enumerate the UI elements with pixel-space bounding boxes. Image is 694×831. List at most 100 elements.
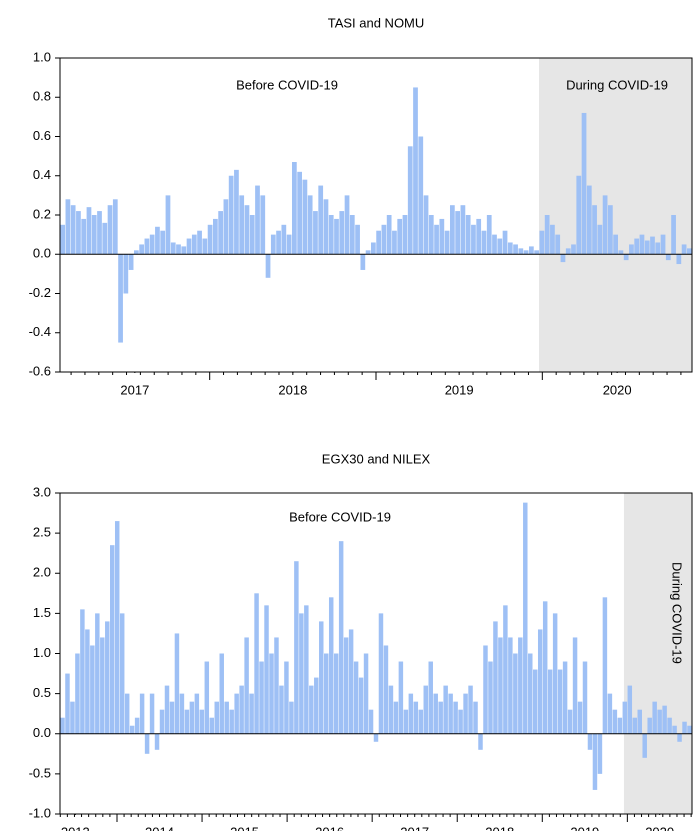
bar <box>270 234 276 255</box>
bar <box>677 733 682 742</box>
bar <box>473 701 478 734</box>
bar <box>488 661 493 734</box>
bar <box>657 709 662 734</box>
bar <box>376 230 382 255</box>
bar <box>264 605 269 734</box>
bar <box>224 701 229 734</box>
bar <box>128 254 134 270</box>
y-tick-label: -1.0 <box>29 805 51 820</box>
bar <box>229 709 234 734</box>
covid-shade <box>623 493 692 814</box>
bar <box>476 218 482 255</box>
bar <box>613 234 619 255</box>
bar <box>507 242 513 255</box>
bar <box>65 673 70 734</box>
bar <box>80 609 85 734</box>
y-tick-label: 1.5 <box>33 605 51 620</box>
bar <box>518 637 523 734</box>
bar <box>662 705 667 734</box>
y-tick-label: 0.2 <box>33 206 51 221</box>
bar <box>378 613 384 734</box>
bar <box>134 717 140 734</box>
bar <box>333 653 339 734</box>
annotation: During COVID-19 <box>670 562 685 664</box>
bar <box>413 87 418 255</box>
bar <box>622 701 628 734</box>
bar <box>381 224 387 255</box>
bar <box>129 725 135 734</box>
bar <box>438 701 443 734</box>
bar <box>119 613 125 734</box>
bar <box>304 605 309 734</box>
bar <box>174 633 180 734</box>
bar <box>323 653 329 734</box>
bar <box>223 199 229 255</box>
bar <box>368 709 374 734</box>
bar <box>497 238 503 255</box>
bar <box>592 205 597 255</box>
bar <box>627 685 633 734</box>
bar <box>577 701 583 734</box>
bar <box>402 215 408 255</box>
bar <box>159 709 165 734</box>
bar <box>547 669 553 734</box>
bar <box>244 637 249 734</box>
y-tick-label: 0.4 <box>33 167 51 182</box>
bar <box>582 661 588 734</box>
bar <box>124 693 130 734</box>
bar <box>202 238 208 255</box>
bar <box>249 215 255 255</box>
bar <box>537 629 543 734</box>
bar <box>602 597 608 734</box>
bar <box>239 685 244 734</box>
bar <box>70 701 75 734</box>
bar <box>276 230 281 255</box>
y-tick-label: 0.6 <box>33 128 51 143</box>
x-tick-label: 2017 <box>120 382 149 397</box>
bar <box>344 195 350 255</box>
bar <box>644 240 650 255</box>
covid-shade <box>538 58 692 372</box>
bar <box>439 218 445 255</box>
bar <box>107 205 113 255</box>
y-tick-label: 2.0 <box>33 565 51 580</box>
bar <box>353 661 359 734</box>
bar <box>328 597 334 734</box>
annotation: Before COVID-19 <box>289 509 391 524</box>
bar <box>234 169 239 255</box>
bar <box>492 234 497 255</box>
bar <box>383 645 389 734</box>
bar <box>449 205 455 255</box>
bar <box>523 502 528 734</box>
y-tick-label: 3.0 <box>33 484 51 499</box>
bar <box>254 593 259 734</box>
bar <box>453 701 458 734</box>
bar <box>365 250 371 255</box>
bar <box>392 230 397 255</box>
bar <box>281 224 287 255</box>
bar <box>397 218 403 255</box>
bar <box>234 693 239 734</box>
bar <box>393 701 399 734</box>
x-tick-label: 2013 <box>61 824 90 831</box>
bar <box>586 185 592 255</box>
bar <box>186 238 192 255</box>
bar <box>164 685 170 734</box>
x-tick-label: 2020 <box>645 824 674 831</box>
bar <box>114 521 120 734</box>
bar <box>286 234 292 255</box>
bar <box>265 254 271 278</box>
bar <box>149 234 155 255</box>
bar <box>289 701 294 734</box>
bar <box>581 112 587 255</box>
bar <box>508 637 513 734</box>
bar <box>197 230 202 255</box>
bar <box>617 717 623 734</box>
bar <box>299 613 304 734</box>
bar <box>160 230 166 255</box>
chart-title: TASI and NOMU <box>328 15 425 30</box>
bar <box>465 215 471 255</box>
bar <box>433 693 438 734</box>
bar <box>260 195 266 255</box>
bar <box>386 215 392 255</box>
